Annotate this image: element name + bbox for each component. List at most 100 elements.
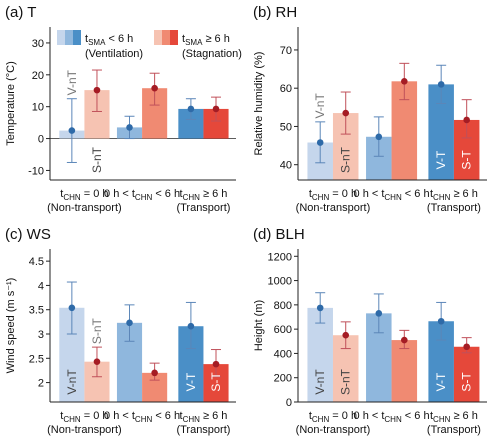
x-tick-label-part: t xyxy=(309,188,312,200)
y-tick-label: 0 xyxy=(38,134,44,146)
x-tick-label-part: ≥ 6 h xyxy=(200,188,227,200)
legend-swatch-stagnation xyxy=(170,30,178,45)
x-tick-label-part: t xyxy=(430,410,433,422)
mean-point xyxy=(463,343,470,351)
y-tick-label: 200 xyxy=(274,373,292,385)
mean-point xyxy=(437,81,445,88)
mean-point xyxy=(126,124,133,131)
legend-label-part: t xyxy=(182,33,185,45)
y-axis-label: Wind speed (m s⁻¹) xyxy=(5,278,17,374)
x-tick-label: tCHN ≥ 6 h xyxy=(180,410,228,424)
legend-swatch-ventilation xyxy=(65,30,73,45)
x-tick-label-sub: CHN xyxy=(384,193,402,202)
y-axis-label: Relative humidity (%) xyxy=(253,52,265,156)
x-tick-label-part: ≥ 6 h xyxy=(450,410,477,422)
x-tick-label-sub: CHN xyxy=(183,415,201,424)
y-tick-label: -10 xyxy=(28,165,44,177)
bar-label: V-T xyxy=(434,372,448,391)
mean-point xyxy=(401,78,408,85)
bar-label: V-nT xyxy=(65,69,79,95)
bar-stagnation xyxy=(391,340,418,402)
mean-point xyxy=(316,139,324,146)
y-tick-label: 10 xyxy=(32,102,44,114)
mean-point xyxy=(463,116,470,124)
panel-title: (c) WS xyxy=(5,226,51,243)
y-tick-label: 60 xyxy=(280,83,292,95)
bar-label: S-T xyxy=(460,150,474,170)
mean-point xyxy=(187,322,195,330)
x-tick-label-part: = 0 h xyxy=(329,188,357,200)
bar-label: V-T xyxy=(184,150,198,169)
x-tick-label-part: < 6 h xyxy=(152,188,180,200)
x-tick-label-sub: CHN xyxy=(384,415,402,424)
bar-label: S-nT xyxy=(90,146,104,173)
y-tick-label: 70 xyxy=(280,45,292,57)
mean-point xyxy=(151,369,158,377)
x-tick-label-part: t xyxy=(180,188,183,200)
legend-note-stagnation: (Stagnation) xyxy=(182,48,242,60)
mean-point xyxy=(437,317,445,325)
mean-point xyxy=(316,304,324,312)
x-tick-sublabel: (Transport) xyxy=(427,424,481,436)
x-tick-label-part: = 0 h xyxy=(81,410,109,422)
y-tick-label: 20 xyxy=(32,70,44,82)
bar-label: S-nT xyxy=(339,368,353,395)
x-tick-label: tCHN ≥ 6 h xyxy=(430,188,478,202)
chart-panel-2: (b) RH Relative humidity (%) 40 50 60 70 V-nT S… xyxy=(253,4,487,214)
bar-label: V-T xyxy=(184,372,198,391)
x-tick-label: tCHN = 0 h xyxy=(60,410,108,424)
x-tick-label-sub: CHN xyxy=(135,193,153,202)
mean-point xyxy=(375,310,383,317)
chart-panel-4: (d) BLH Height (m) 0 200 400 600 800 1000 1200 V-… xyxy=(253,226,487,436)
y-tick-label: 1000 xyxy=(268,276,292,288)
y-tick-label: 0 xyxy=(286,397,292,409)
x-tick-label: 0 h < tCHN < 6 h xyxy=(104,410,180,424)
y-tick-label: 4 xyxy=(38,280,44,292)
chart-panel-1: (a) T Temperature (°C) -10 0 10 20 30 V-nT S-nT V… xyxy=(5,4,242,214)
legend-label-sub: SMA xyxy=(88,38,106,47)
bar-label: V-nT xyxy=(313,93,327,119)
bar-label: S-T xyxy=(209,150,223,170)
legend-label-part: < 6 h xyxy=(105,33,133,45)
x-tick-label: tCHN ≥ 6 h xyxy=(180,188,228,202)
x-tick-label-sub: CHN xyxy=(183,193,201,202)
x-tick-sublabel: (Transport) xyxy=(176,202,230,214)
x-tick-label-part: t xyxy=(309,410,312,422)
x-tick-label-part: t xyxy=(60,410,63,422)
panel-title: (b) RH xyxy=(253,4,297,21)
legend: tSMA < 6 h(Ventilation)tSMA ≥ 6 h(Stagna… xyxy=(57,30,242,60)
x-tick-label-part: = 0 h xyxy=(329,410,357,422)
legend-label-sub: SMA xyxy=(185,38,203,47)
x-tick-label-part: 0 h < t xyxy=(354,410,385,422)
x-tick-label-sub: CHN xyxy=(63,193,81,202)
bar-label: S-T xyxy=(460,372,474,392)
mean-point xyxy=(401,336,408,344)
chart-panel-3: (c) WS Wind speed (m s⁻¹) 2 2.5 3 3.5 4 4.5 V-nT… xyxy=(5,226,236,436)
legend-note-ventilation: (Ventilation) xyxy=(85,48,143,60)
bar-label: S-nT xyxy=(90,317,104,344)
x-tick-sublabel: (Non-transport) xyxy=(47,202,122,214)
x-tick-label-sub: CHN xyxy=(63,415,81,424)
legend-swatch-ventilation xyxy=(73,30,81,45)
mean-point xyxy=(212,360,220,368)
bar-label: V-nT xyxy=(313,369,327,395)
legend-label-stagnation: tSMA ≥ 6 h xyxy=(182,33,230,47)
x-tick-sublabel: (Transport) xyxy=(176,424,230,436)
x-tick-label-sub: CHN xyxy=(135,415,153,424)
bar-label: V-T xyxy=(434,150,448,169)
x-tick-label-part: < 6 h xyxy=(402,188,430,200)
x-tick-label-sub: CHN xyxy=(433,415,451,424)
mean-point xyxy=(342,109,350,117)
bar-label: V-nT xyxy=(65,369,79,395)
mean-point xyxy=(126,319,133,327)
x-tick-label: tCHN ≥ 6 h xyxy=(430,410,478,424)
x-tick-label: 0 h < tCHN < 6 h xyxy=(104,188,180,202)
x-tick-label-part: ≥ 6 h xyxy=(450,188,477,200)
y-tick-label: 1200 xyxy=(268,251,292,263)
y-tick-label: 400 xyxy=(274,348,292,360)
y-tick-label: 2.5 xyxy=(29,353,44,365)
y-axis-label: Temperature (°C) xyxy=(5,61,17,145)
legend-label-ventilation: tSMA < 6 h xyxy=(85,33,133,47)
x-tick-sublabel: (Non-transport) xyxy=(296,424,371,436)
